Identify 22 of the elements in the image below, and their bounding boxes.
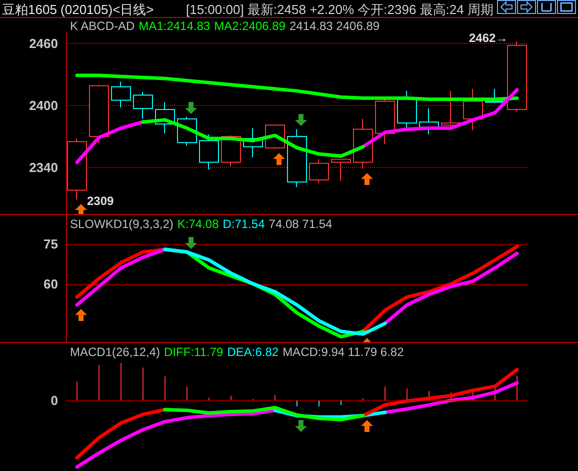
annotation: K:74.08 xyxy=(177,217,219,231)
y-tick-label: 75 xyxy=(44,236,58,252)
text: K ABCD-AD xyxy=(70,19,135,33)
text: MA2:2406.89 xyxy=(214,19,286,33)
text: MACD:9.94 11.79 6.82 xyxy=(282,345,404,359)
annotation: 74.08 71.54 xyxy=(268,217,332,231)
text: DEA:6.82 xyxy=(227,345,279,359)
y-tick-label: 60 xyxy=(44,276,58,292)
text: MA1:2414.83 xyxy=(138,19,210,33)
annotation: SLOWKD1(9,3,3,2) xyxy=(70,217,174,231)
text: 2414.83 2406.89 xyxy=(289,19,380,33)
y-tick-label: 2460 xyxy=(29,36,58,51)
chart-title: 豆粕1605 (020105)<日线> xyxy=(2,1,154,19)
text: MACD1(26,12,4) xyxy=(70,345,160,359)
text: DIFF:11.79 xyxy=(164,345,224,359)
annotation: 2462→ xyxy=(469,31,508,46)
ref-line-label: 0 xyxy=(50,392,58,408)
chart-subtitle: [15:00:00] 最新:2458 +2.20% 今开:2396 最高:24 周期 xyxy=(186,1,494,19)
annotation: D:71.54 xyxy=(222,217,265,231)
annotation: 2309 xyxy=(87,194,114,208)
y-tick-label: 2340 xyxy=(29,160,58,175)
y-tick-label: 2400 xyxy=(29,98,58,113)
